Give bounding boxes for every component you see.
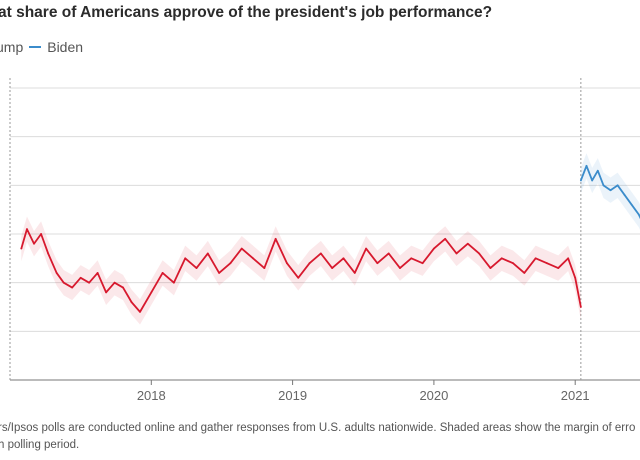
x-tick-label-0: 2018 [137, 388, 166, 403]
data-point-0-0-42 [444, 237, 447, 240]
data-point-0-0-22 [218, 272, 221, 274]
chart-title: at share of Americans approve of the pre… [0, 4, 493, 21]
data-point-0-0-34 [353, 272, 356, 274]
data-point-0-0-53 [567, 257, 570, 260]
data-point-0-0-31 [319, 252, 322, 255]
data-point-0-0-28 [286, 262, 288, 265]
data-point-0-0-52 [557, 267, 560, 269]
data-point-1-0-5 [609, 189, 612, 192]
x-tick-label-3: 2021 [561, 388, 590, 403]
data-point-0-0-39 [410, 257, 413, 260]
data-point-0-0-25 [252, 257, 254, 260]
data-point-0-0-38 [399, 267, 401, 269]
data-point-0-0-20 [195, 267, 198, 269]
data-point-0-0-24 [240, 247, 243, 250]
legend-label-biden: Biden [47, 39, 84, 55]
data-point-0-0-12 [113, 281, 116, 284]
data-point-1-0-1 [585, 164, 588, 167]
data-point-0-0-37 [387, 252, 390, 255]
data-point-0-0-11 [105, 291, 107, 294]
data-point-0-0-21 [206, 252, 209, 255]
legend-item-biden: Biden [29, 39, 83, 55]
data-point-0-0-1 [26, 228, 28, 231]
data-point-0-0-8 [79, 276, 82, 279]
legend-swatch-biden [29, 46, 42, 48]
data-point-0-0-7 [71, 286, 74, 289]
data-point-0-0-18 [173, 281, 175, 284]
data-point-0-0-26 [263, 267, 266, 269]
legend-item-trump: ump [0, 39, 23, 55]
data-point-0-0-30 [308, 262, 311, 265]
data-point-1-0-3 [596, 169, 599, 172]
data-point-1-0-2 [591, 179, 594, 182]
data-point-0-0-9 [88, 281, 91, 284]
data-point-1-0-9 [637, 213, 640, 216]
data-point-0-0-17 [161, 272, 164, 274]
margin-band-1-0 [580, 153, 640, 230]
data-point-1-0-8 [630, 203, 633, 206]
data-point-0-0-14 [130, 301, 133, 304]
data-point-0-0-55 [579, 306, 582, 308]
data-point-0-0-10 [96, 272, 99, 274]
footnote-line-1: rs/Ipsos polls are conducted online and … [0, 422, 636, 434]
data-point-0-0-6 [62, 281, 65, 284]
data-point-0-0-51 [546, 262, 548, 265]
data-point-0-0-3 [40, 233, 42, 235]
data-point-0-0-0 [20, 247, 23, 250]
margin-band-0-0 [21, 216, 581, 325]
data-point-0-0-16 [150, 291, 153, 294]
data-point-0-0-50 [534, 257, 537, 260]
data-point-0-0-35 [365, 247, 367, 250]
data-point-1-0-7 [623, 194, 626, 196]
data-point-0-0-48 [512, 262, 514, 265]
data-point-0-0-47 [500, 257, 503, 260]
x-tick-label-1: 2019 [278, 388, 307, 403]
data-point-0-0-41 [433, 247, 435, 250]
data-point-0-0-4 [47, 252, 50, 255]
data-point-0-0-5 [55, 272, 58, 274]
data-point-0-0-54 [574, 276, 577, 279]
data-point-0-0-15 [139, 310, 141, 313]
data-point-0-0-33 [342, 257, 345, 260]
x-tick-label-2: 2020 [419, 388, 448, 403]
data-point-0-0-13 [122, 286, 124, 289]
data-point-0-0-29 [297, 276, 300, 279]
data-point-0-0-46 [489, 267, 492, 269]
data-point-0-0-2 [33, 242, 35, 245]
data-point-1-0-4 [602, 184, 605, 187]
data-point-0-0-27 [274, 237, 277, 240]
data-point-0-0-49 [523, 272, 526, 274]
data-point-0-0-43 [455, 252, 458, 255]
data-point-0-0-36 [376, 262, 379, 265]
approval-line-chart: 201820192020202120222023202420252043% [9, 78, 640, 403]
data-point-0-0-40 [421, 262, 424, 265]
data-point-0-0-23 [229, 262, 232, 265]
series-line-0-0 [20, 228, 582, 313]
data-point-1-0-6 [616, 184, 619, 187]
data-point-1-0-0 [579, 179, 582, 182]
data-point-0-0-45 [478, 252, 481, 255]
legend-label-trump: ump [0, 39, 24, 55]
data-point-0-0-44 [466, 242, 469, 245]
data-point-0-0-19 [184, 257, 187, 260]
chart-footnote: rs/Ipsos polls are conducted online and … [0, 420, 640, 454]
data-point-0-0-32 [331, 267, 334, 269]
footnote-line-2: h polling period. [0, 439, 80, 451]
chart-legend: ump Biden [0, 39, 89, 55]
